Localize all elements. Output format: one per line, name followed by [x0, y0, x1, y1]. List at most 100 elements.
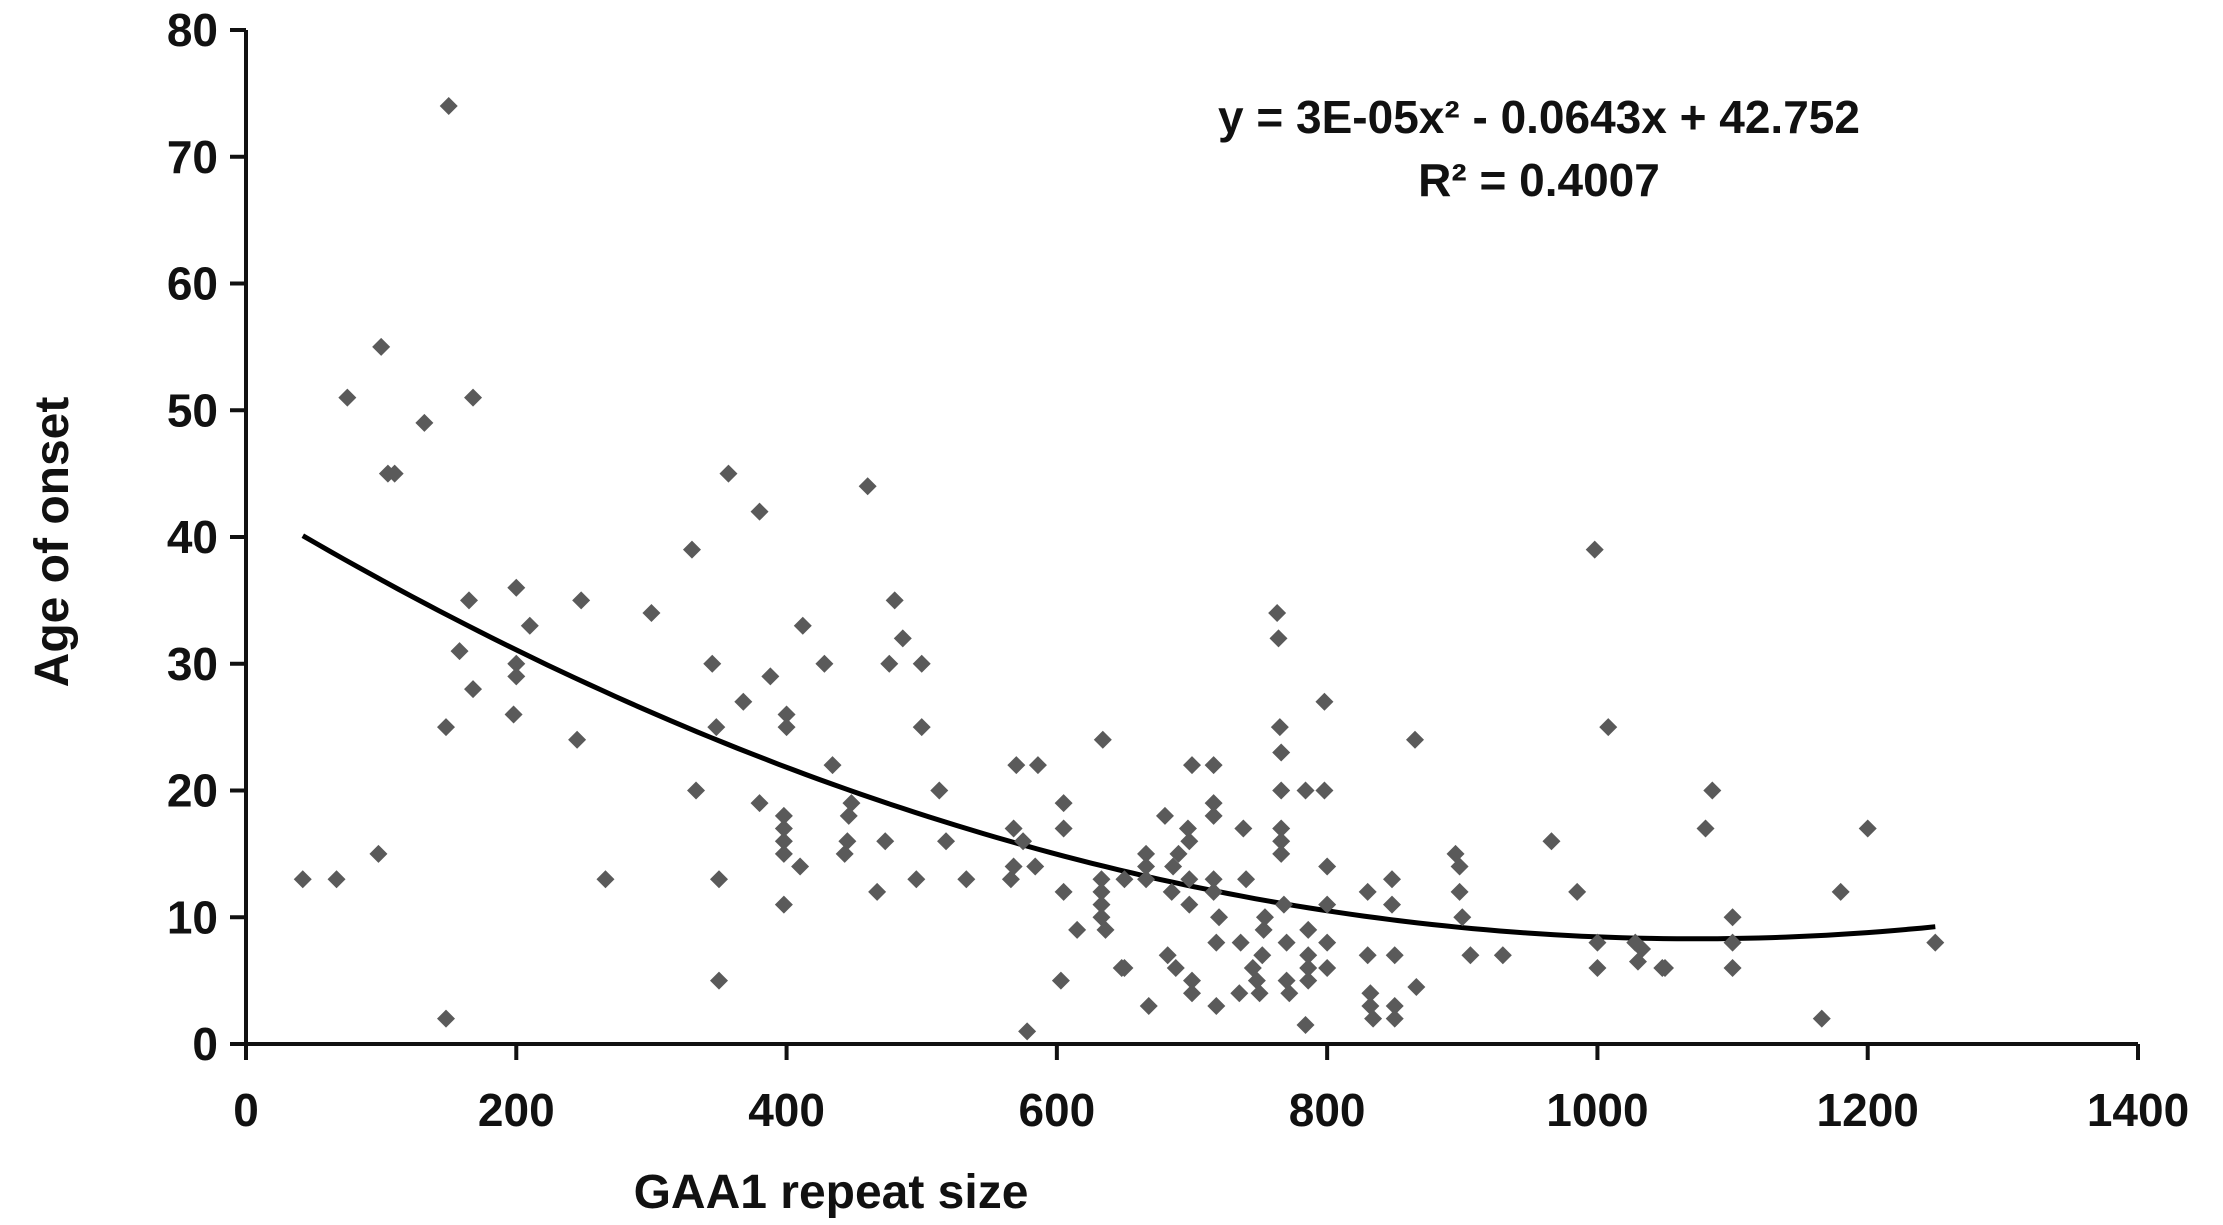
trendline-equation: y = 3E-05x² - 0.0643x + 42.752 — [1218, 91, 1860, 143]
data-point — [1272, 781, 1291, 800]
data-point — [437, 718, 456, 737]
data-point — [1358, 882, 1377, 901]
data-point — [1255, 908, 1274, 927]
data-point — [1054, 794, 1073, 813]
data-point — [1268, 604, 1287, 623]
data-point — [893, 629, 912, 648]
data-point — [415, 413, 434, 432]
y-tick-label: 50 — [167, 384, 218, 436]
x-tick-label: 0 — [233, 1084, 259, 1136]
data-point — [1018, 1022, 1037, 1041]
data-point — [719, 464, 738, 483]
data-point — [1858, 819, 1877, 838]
data-point — [385, 464, 404, 483]
data-point — [1383, 870, 1402, 889]
data-point — [1115, 870, 1134, 889]
data-point — [1296, 1015, 1315, 1034]
data-point — [1361, 996, 1380, 1015]
data-point — [1092, 870, 1111, 889]
data-point — [1164, 857, 1183, 876]
data-point — [464, 388, 483, 407]
data-point — [1269, 629, 1288, 648]
data-point — [1092, 895, 1111, 914]
data-point — [1093, 730, 1112, 749]
data-point — [507, 578, 526, 597]
data-point — [1723, 908, 1742, 927]
data-point — [1051, 971, 1070, 990]
y-axis-ticks: 0 10 20 30 40 50 60 70 80 — [167, 4, 246, 1070]
data-point — [1277, 971, 1296, 990]
data-point — [687, 781, 706, 800]
data-point — [750, 794, 769, 813]
data-point — [439, 97, 458, 116]
data-point — [1461, 946, 1480, 965]
trendline-layer — [301, 533, 1936, 942]
y-tick-label: 30 — [167, 638, 218, 690]
data-point — [842, 794, 861, 813]
data-point — [1358, 946, 1377, 965]
data-point — [1183, 756, 1201, 775]
data-point — [682, 540, 701, 559]
r-squared-label: R² = 0.4007 — [1418, 154, 1660, 206]
data-point — [1703, 781, 1722, 800]
data-point — [1178, 819, 1197, 838]
data-point — [1183, 984, 1201, 1003]
data-point — [1812, 1009, 1831, 1028]
data-point — [1137, 857, 1156, 876]
data-point — [1028, 756, 1047, 775]
data-point — [1234, 819, 1253, 838]
data-point — [1204, 882, 1223, 901]
data-point — [1272, 819, 1291, 838]
data-point — [568, 730, 587, 749]
data-point — [1001, 870, 1020, 889]
data-point — [1453, 908, 1472, 927]
x-tick-label: 1000 — [1546, 1084, 1648, 1136]
data-point — [707, 718, 726, 737]
data-point — [1280, 984, 1299, 1003]
y-tick-label: 10 — [167, 891, 218, 943]
data-point — [1180, 832, 1199, 851]
data-point — [1204, 794, 1223, 813]
data-point — [1026, 857, 1045, 876]
data-point — [1633, 939, 1652, 958]
data-point — [1054, 819, 1073, 838]
data-point — [596, 870, 615, 889]
data-point — [1162, 882, 1181, 901]
data-point — [1004, 819, 1023, 838]
data-point — [1588, 933, 1607, 952]
data-point — [1166, 958, 1185, 977]
data-point — [293, 870, 312, 889]
data-point — [1007, 756, 1026, 775]
data-point — [1364, 1009, 1383, 1028]
data-point — [1299, 946, 1318, 965]
y-tick-label: 70 — [167, 131, 218, 183]
data-point — [1272, 844, 1291, 863]
data-point — [1210, 908, 1229, 927]
y-tick-label: 40 — [167, 511, 218, 563]
data-point — [703, 654, 722, 673]
data-point — [1096, 920, 1115, 939]
data-point — [710, 971, 728, 990]
data-point — [1318, 895, 1337, 914]
data-point — [1299, 971, 1318, 990]
data-point — [642, 604, 661, 623]
data-point — [372, 337, 391, 356]
data-point — [885, 591, 904, 610]
data-point — [858, 477, 877, 496]
data-point — [1250, 984, 1269, 1003]
x-axis-title: GAA1 repeat size — [634, 1166, 1029, 1219]
data-point — [1296, 781, 1315, 800]
data-point — [1204, 756, 1223, 775]
data-point — [520, 616, 539, 635]
data-point — [1004, 857, 1023, 876]
data-point — [1383, 895, 1402, 914]
data-point — [838, 832, 857, 851]
data-point — [1277, 933, 1296, 952]
data-point — [369, 844, 388, 863]
data-point — [930, 781, 949, 800]
x-tick-label: 600 — [1018, 1084, 1095, 1136]
data-point — [1599, 718, 1618, 737]
data-point — [777, 718, 796, 737]
data-point — [912, 654, 931, 673]
data-point — [1831, 882, 1850, 901]
